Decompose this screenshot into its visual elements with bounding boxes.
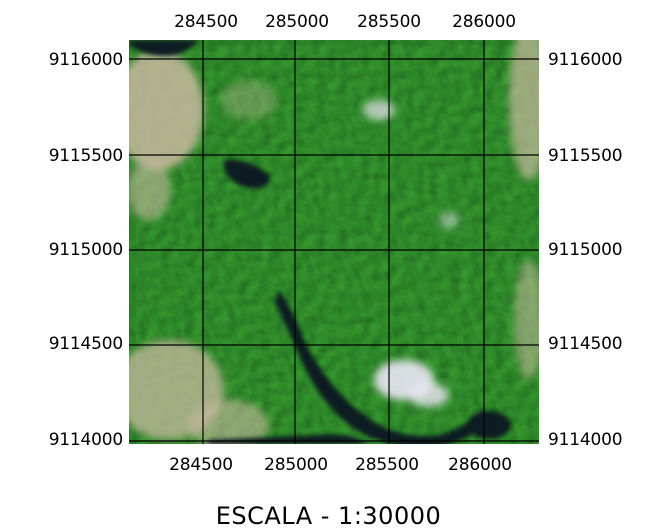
right-northing-label-9115500: 9115500 — [548, 146, 623, 166]
bottom-easting-label-285000: 285000 — [264, 455, 328, 475]
bottom-easting-label-286000: 286000 — [448, 455, 512, 475]
left-northing-label-9116000: 9116000 — [48, 50, 124, 70]
left-northing-label-9114000: 9114000 — [48, 430, 124, 450]
top-easting-label-284500: 284500 — [174, 12, 238, 32]
scale-caption: ESCALA - 1:30000 — [215, 502, 442, 530]
right-northing-label-9114500: 9114500 — [548, 334, 623, 354]
right-northing-label-9116000: 9116000 — [548, 50, 623, 70]
satellite-image-map — [129, 40, 539, 444]
right-northing-label-9115000: 9115000 — [548, 240, 623, 260]
top-easting-label-286000: 286000 — [452, 12, 516, 32]
coordinate-grid — [129, 40, 539, 444]
top-easting-label-285500: 285500 — [357, 12, 421, 32]
top-easting-label-285000: 285000 — [265, 12, 329, 32]
river-channel — [129, 40, 511, 444]
bottom-easting-label-284500: 284500 — [169, 455, 233, 475]
bare-soil-areas — [129, 40, 539, 444]
left-northing-label-9114500: 9114500 — [48, 334, 124, 354]
satellite-imagery — [129, 40, 539, 444]
right-northing-label-9114000: 9114000 — [548, 430, 623, 450]
left-northing-label-9115500: 9115500 — [48, 146, 124, 166]
bottom-easting-label-285500: 285500 — [355, 455, 419, 475]
left-northing-label-9115000: 9115000 — [48, 240, 124, 260]
